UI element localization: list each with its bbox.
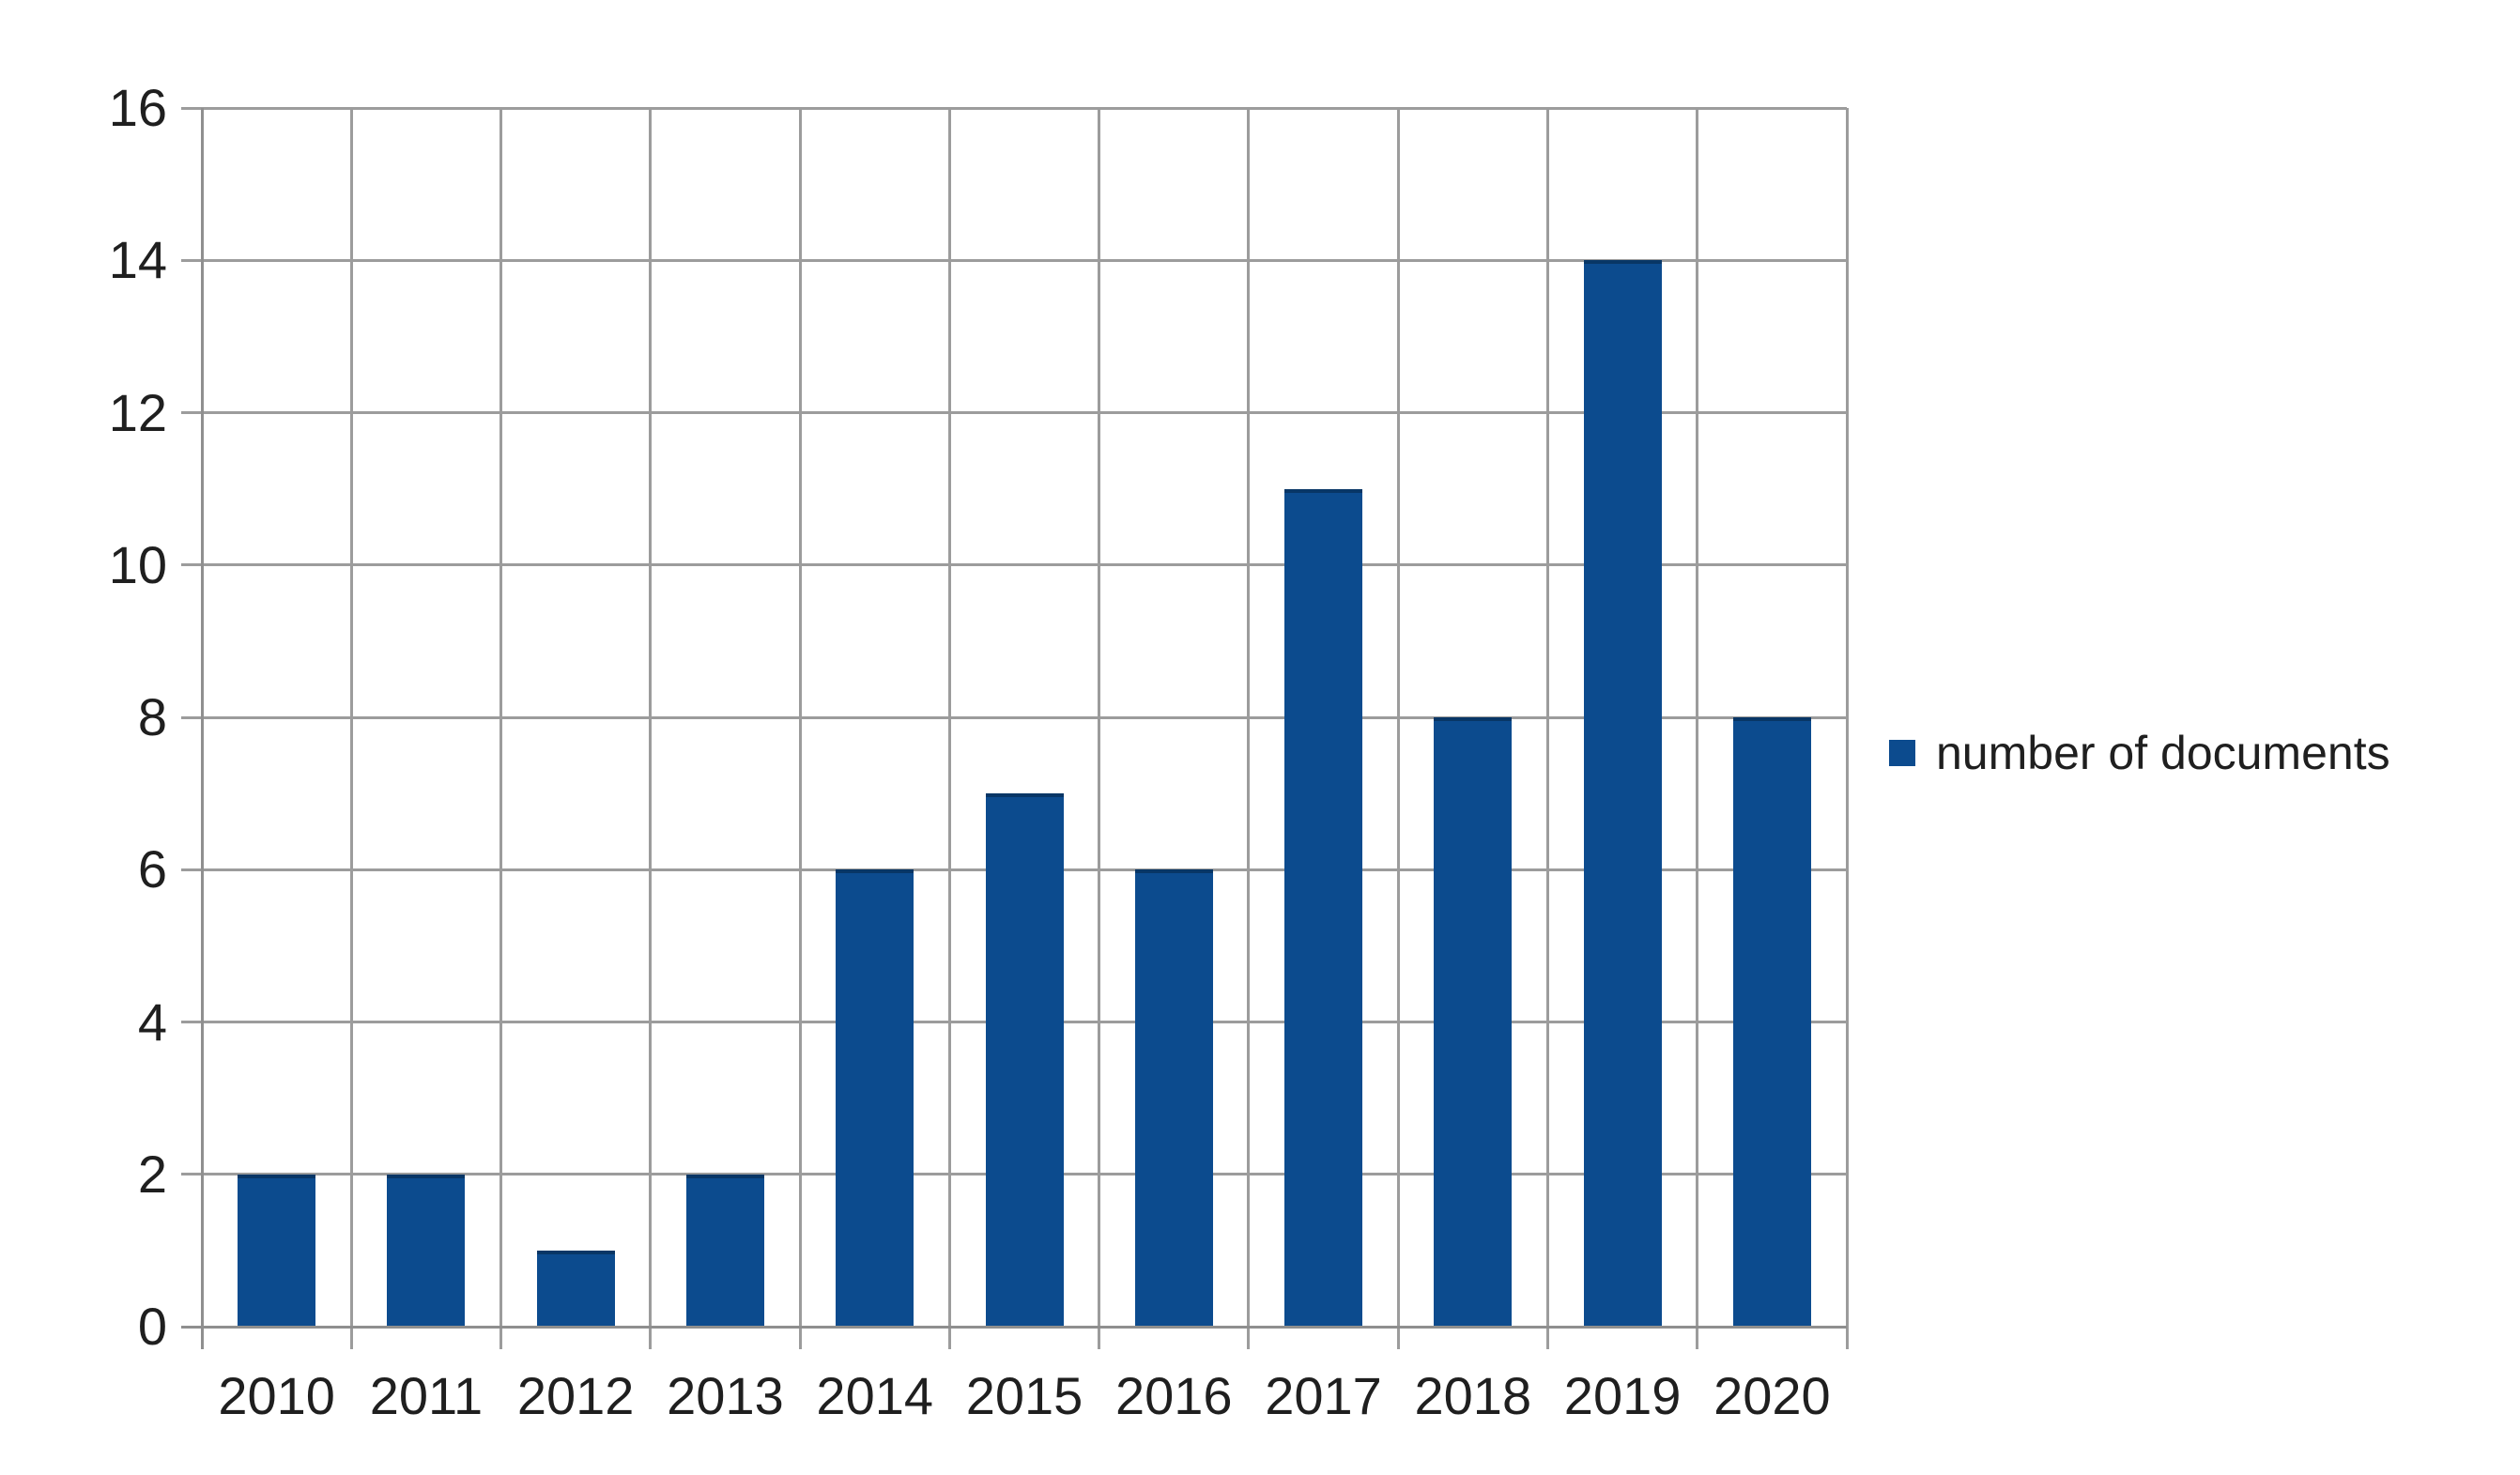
bar-2015 <box>985 793 1064 1327</box>
x-gridline <box>798 108 802 1349</box>
x-axis-tick-label: 2018 <box>1414 1366 1532 1425</box>
bar-2018 <box>1434 717 1513 1327</box>
x-axis-line <box>181 1325 1847 1329</box>
y-axis-tick-label: 6 <box>137 839 167 899</box>
x-axis-tick-label: 2017 <box>1265 1366 1382 1425</box>
x-gridline <box>1396 108 1400 1349</box>
x-gridline <box>349 108 353 1349</box>
y-gridline <box>181 411 1847 414</box>
y-axis-tick-label: 10 <box>108 534 167 594</box>
x-gridline <box>1545 108 1549 1349</box>
x-gridline <box>1247 108 1251 1349</box>
y-gridline <box>181 106 1847 110</box>
bar-2010 <box>238 1174 316 1327</box>
y-gridline <box>181 258 1847 262</box>
bar-2019 <box>1583 260 1662 1327</box>
y-gridline <box>181 715 1847 719</box>
y-axis-tick-label: 16 <box>108 78 167 137</box>
bar-2014 <box>836 869 914 1327</box>
x-axis-tick-label: 2010 <box>218 1366 335 1425</box>
bar-2017 <box>1284 488 1363 1327</box>
x-axis-tick-label: 2013 <box>667 1366 784 1425</box>
x-gridline <box>1696 108 1699 1349</box>
y-axis-tick-label: 8 <box>137 687 167 746</box>
x-axis-tick-label: 2012 <box>516 1366 635 1425</box>
x-axis-tick-label: 2015 <box>965 1366 1083 1425</box>
y-axis-tick-label: 14 <box>108 230 167 290</box>
bar-2016 <box>1134 869 1213 1327</box>
bar-2011 <box>387 1174 466 1327</box>
x-axis-tick-label: 2016 <box>1114 1366 1233 1425</box>
x-axis-tick-label: 2019 <box>1563 1366 1682 1425</box>
bar-2012 <box>536 1250 615 1327</box>
x-axis-tick-label: 2020 <box>1713 1366 1831 1425</box>
x-gridline <box>947 108 951 1349</box>
y-axis-line <box>200 108 204 1349</box>
legend: number of documents <box>1889 723 2390 783</box>
bar-2020 <box>1732 717 1811 1327</box>
legend-label: number of documents <box>1936 727 2390 779</box>
x-gridline <box>649 108 653 1349</box>
y-axis-tick-label: 4 <box>137 991 167 1052</box>
y-axis-tick-label: 0 <box>137 1297 167 1356</box>
x-gridline <box>1098 108 1101 1349</box>
bar-2013 <box>685 1174 764 1327</box>
x-gridline <box>499 108 503 1349</box>
y-axis-tick-label: 2 <box>137 1144 167 1204</box>
legend-color-swatch <box>1889 740 1915 766</box>
y-gridline <box>181 563 1847 567</box>
x-axis-tick-label: 2011 <box>369 1366 484 1425</box>
x-gridline <box>1845 108 1849 1349</box>
x-axis-tick-label: 2014 <box>816 1366 933 1425</box>
y-axis-tick-label: 12 <box>108 382 167 442</box>
